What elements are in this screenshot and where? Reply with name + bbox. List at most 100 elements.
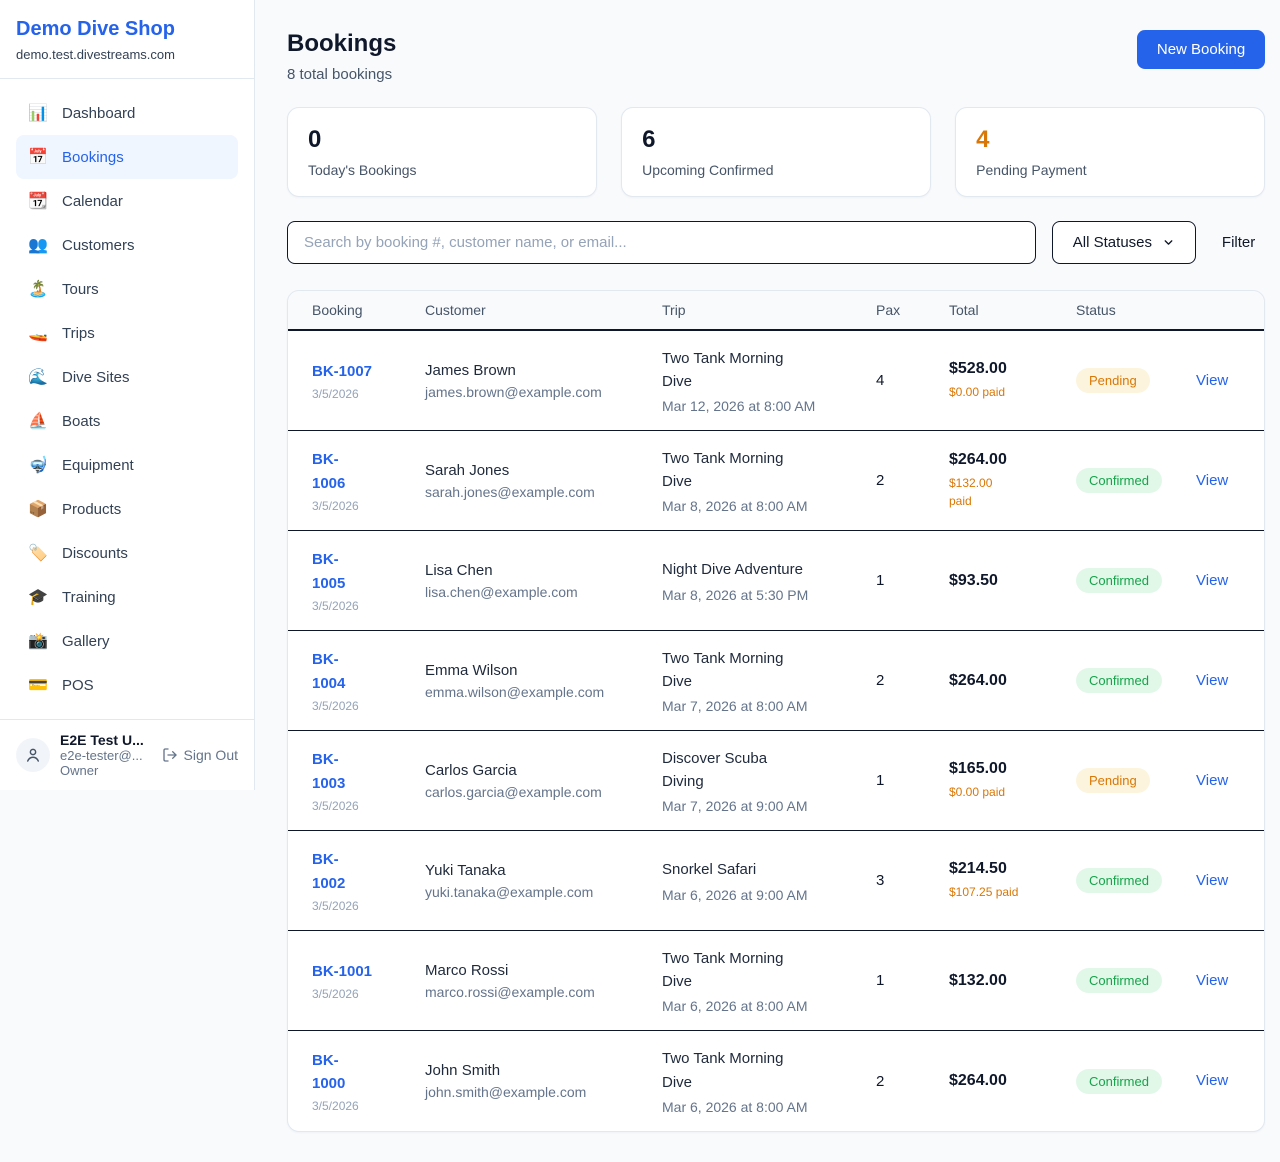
paid-amount: $107.25 paid [949, 885, 1019, 899]
sidebar-item-training[interactable]: 🎓 Training [16, 575, 238, 619]
sidebar-item-label: Boats [62, 412, 101, 430]
island-icon: 🏝️ [28, 281, 48, 298]
page-header-text: Bookings 8 total bookings [287, 30, 396, 83]
sidebar-item-tours[interactable]: 🏝️ Tours [16, 267, 238, 311]
customer-name: Lisa Chen [425, 561, 493, 579]
stat-card-pending-payment: 4 Pending Payment [955, 107, 1266, 197]
people-icon: 👥 [28, 237, 48, 254]
filter-row: All Statuses Filter [287, 221, 1265, 264]
booking-number-link[interactable]: BK-1007 [312, 362, 373, 380]
sidebar-item-dashboard[interactable]: 📊 Dashboard [16, 91, 238, 135]
sidebar-item-label: Customers [62, 236, 135, 254]
status-select-value: All Statuses [1072, 234, 1153, 251]
customer-email: james.brown@example.com [425, 383, 602, 400]
pax-count: 3 [876, 872, 885, 889]
sidebar-item-boats[interactable]: ⛵ Boats [16, 399, 238, 443]
sign-out-button[interactable]: Sign Out [162, 747, 238, 763]
sidebar-item-products[interactable]: 📦 Products [16, 487, 238, 531]
sidebar-item-label: Tours [62, 280, 99, 298]
trip-datetime: Mar 8, 2026 at 5:30 PM [662, 586, 809, 603]
new-booking-button[interactable]: New Booking [1136, 30, 1266, 69]
trip-datetime: Mar 8, 2026 at 8:00 AM [662, 498, 808, 515]
sidebar-item-customers[interactable]: 👥 Customers [16, 223, 238, 267]
table-row: BK- 1003 3/5/2026 Carlos Garcia carlos.g… [288, 731, 1265, 831]
view-link[interactable]: View [1196, 671, 1229, 689]
stats-row: 0 Today's Bookings 6 Upcoming Confirmed … [287, 107, 1266, 197]
status-badge: Confirmed [1076, 668, 1162, 693]
customer-name: Yuki Tanaka [425, 861, 506, 879]
user-role: Owner [60, 763, 99, 778]
sidebar-item-trips[interactable]: 🚤 Trips [16, 311, 238, 355]
bookings-table: Booking Customer Trip Pax Total Status B… [287, 290, 1266, 1132]
status-badge: Confirmed [1076, 468, 1162, 493]
sidebar-item-discounts[interactable]: 🏷️ Discounts [16, 531, 238, 575]
sidebar-item-bookings[interactable]: 📅 Bookings [16, 135, 238, 179]
credit-card-icon: 💳 [28, 677, 48, 694]
sidebar-item-pos[interactable]: 💳 POS [16, 663, 238, 707]
customer-name: Emma Wilson [425, 661, 518, 679]
sidebar-item-label: POS [62, 676, 94, 694]
sidebar-item-calendar[interactable]: 📆 Calendar [16, 179, 238, 223]
stat-card-upcoming-confirmed: 6 Upcoming Confirmed [621, 107, 932, 197]
sidebar-item-label: Gallery [62, 632, 110, 650]
stat-value: 4 [976, 126, 990, 153]
view-link[interactable]: View [1196, 1072, 1229, 1089]
status-select[interactable]: All Statuses [1051, 221, 1196, 264]
booking-number-link[interactable]: BK- 1003 [312, 751, 346, 792]
sidebar-item-dive-sites[interactable]: 🌊 Dive Sites [16, 355, 238, 399]
table-body: BK-1007 3/5/2026 James Brown james.brown… [288, 331, 1265, 1131]
bar-chart-icon: 📊 [28, 105, 48, 122]
trip-datetime: Mar 12, 2026 at 8:00 AM [662, 398, 816, 415]
sidebar-item-equipment[interactable]: 🤿 Equipment [16, 443, 238, 487]
customer-email: emma.wilson@example.com [425, 683, 605, 700]
sign-out-label: Sign Out [183, 747, 238, 763]
view-link[interactable]: View [1196, 771, 1229, 789]
booking-number-link[interactable]: BK- 1002 [312, 851, 346, 892]
view-link[interactable]: View [1196, 571, 1229, 589]
sidebar-item-label: Training [62, 588, 116, 606]
trip-datetime: Mar 6, 2026 at 8:00 AM [662, 1098, 808, 1115]
filter-button[interactable]: Filter [1221, 234, 1256, 251]
view-link[interactable]: View [1196, 971, 1229, 989]
page-title: Bookings [287, 30, 397, 57]
trip-datetime: Mar 6, 2026 at 9:00 AM [662, 886, 808, 903]
view-link[interactable]: View [1196, 471, 1229, 489]
pax-count: 4 [876, 372, 885, 389]
total-amount: $214.50 [949, 860, 1007, 877]
booking-number-link[interactable]: BK-1001 [312, 962, 373, 980]
booking-date: 3/5/2026 [312, 498, 359, 513]
trip-name: Discover Scuba Diving [662, 749, 768, 790]
sidebar-item-gallery[interactable]: 📸 Gallery [16, 619, 238, 663]
trip-name: Two Tank Morning Dive [662, 1050, 784, 1091]
booking-number-link[interactable]: BK- 1004 [312, 651, 346, 692]
column-header-booking: Booking [312, 302, 363, 318]
sidebar-item-label: Products [62, 500, 122, 518]
booking-date: 3/5/2026 [312, 387, 359, 402]
stat-label: Upcoming Confirmed [642, 162, 774, 178]
booking-number-link[interactable]: BK- 1005 [312, 551, 346, 592]
booking-number-link[interactable]: BK- 1006 [312, 451, 346, 492]
avatar [16, 738, 50, 772]
view-link[interactable]: View [1196, 871, 1229, 889]
status-badge: Confirmed [1076, 1068, 1162, 1094]
customer-email: carlos.garcia@example.com [425, 783, 602, 800]
pax-count: 1 [876, 772, 885, 789]
booking-date: 3/5/2026 [312, 987, 359, 1002]
booking-number-link[interactable]: BK- 1000 [312, 1051, 346, 1092]
search-input[interactable] [287, 221, 1036, 264]
total-amount: $132.00 [949, 971, 1007, 989]
tear-off-calendar-icon: 📆 [28, 193, 48, 210]
sidebar-item-label: Bookings [62, 148, 124, 166]
speedboat-icon: 🚤 [28, 325, 48, 342]
table-row: BK-1007 3/5/2026 James Brown james.brown… [288, 331, 1265, 431]
sidebar-item-label: Dashboard [62, 104, 136, 122]
page-subtitle: 8 total bookings [287, 66, 393, 83]
booking-date: 3/5/2026 [312, 898, 359, 913]
user-name: E2E Test U... [60, 732, 144, 748]
stat-label: Pending Payment [976, 162, 1087, 178]
view-link[interactable]: View [1196, 371, 1229, 389]
column-header-customer: Customer [425, 302, 486, 318]
pax-count: 1 [876, 972, 885, 989]
page-header: Bookings 8 total bookings New Booking [287, 30, 1266, 83]
sidebar-nav: 📊 Dashboard 📅 Bookings 📆 Calendar 👥 Cust… [0, 79, 254, 719]
